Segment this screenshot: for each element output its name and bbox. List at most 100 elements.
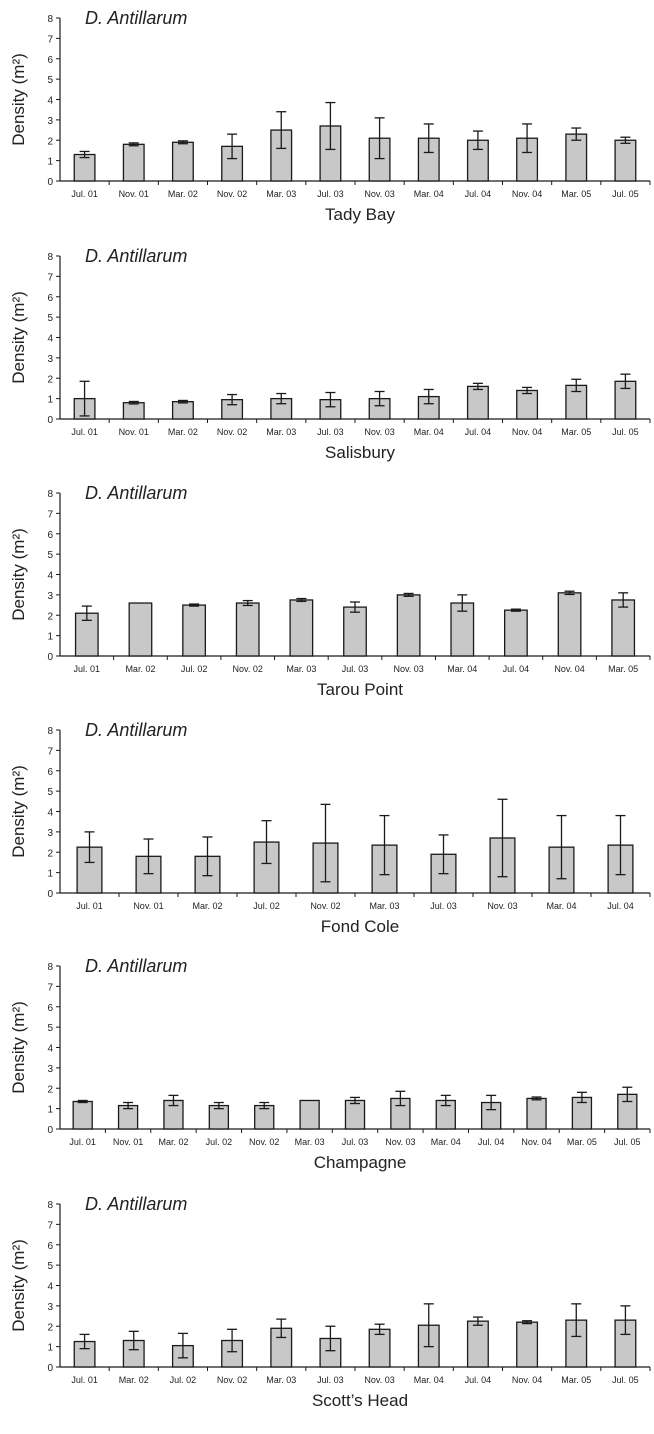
bar <box>235 602 260 657</box>
y-axis-label: Density (m²) <box>9 765 28 858</box>
y-tick-label: 2 <box>47 136 53 147</box>
bar <box>557 592 582 657</box>
x-tick-label: Nov. 03 <box>385 1137 415 1147</box>
y-tick-label: 4 <box>47 1044 53 1055</box>
y-tick-label: 1 <box>47 395 53 406</box>
y-tick-label: 1 <box>47 869 53 880</box>
x-tick-label: Jul. 04 <box>503 664 530 674</box>
bar <box>526 1097 547 1130</box>
y-tick-label: 5 <box>47 1261 53 1272</box>
x-tick-label: Jul. 04 <box>465 189 492 199</box>
bar <box>516 1321 539 1368</box>
bar <box>611 599 636 657</box>
x-tick-label: Jul. 05 <box>612 189 639 199</box>
y-tick-label: 6 <box>47 530 53 541</box>
x-tick-label: Jul. 04 <box>465 1375 492 1385</box>
bar <box>171 401 194 420</box>
x-tick-label: Jul. 04 <box>478 1137 505 1147</box>
y-tick-label: 5 <box>47 313 53 324</box>
x-tick-label: Nov. 02 <box>217 1375 247 1385</box>
bar <box>466 1320 489 1368</box>
x-tick-label: Mar. 02 <box>168 189 198 199</box>
bar <box>72 1100 93 1130</box>
x-tick-label: Jul. 01 <box>71 427 98 437</box>
x-tick-label: Jul. 02 <box>181 664 208 674</box>
y-tick-label: 7 <box>47 34 53 45</box>
x-tick-label: Jul. 03 <box>317 1375 344 1385</box>
x-tick-label: Mar. 03 <box>286 664 316 674</box>
y-tick-label: 8 <box>47 726 53 737</box>
x-tick-label: Nov. 02 <box>217 189 247 199</box>
bar <box>614 139 637 182</box>
bar <box>466 385 489 420</box>
x-tick-label: Mar. 05 <box>561 1375 591 1385</box>
x-tick-label: Jul. 02 <box>206 1137 233 1147</box>
y-tick-label: 3 <box>47 1064 53 1075</box>
x-tick-label: Jul. 04 <box>607 901 634 911</box>
x-tick-label: Mar. 04 <box>431 1137 461 1147</box>
y-tick-label: 5 <box>47 75 53 86</box>
y-axis-label: Density (m²) <box>9 291 28 384</box>
x-tick-label: Jul. 03 <box>430 901 457 911</box>
chart-title: D. Antillarum <box>85 483 187 503</box>
x-tick-label: Nov. 04 <box>554 664 584 674</box>
bar <box>396 594 421 657</box>
y-tick-label: 7 <box>47 509 53 520</box>
y-tick-label: 2 <box>47 611 53 622</box>
x-tick-label: Mar. 03 <box>266 189 296 199</box>
y-tick-label: 7 <box>47 746 53 757</box>
x-tick-label: Jul. 03 <box>317 189 344 199</box>
y-tick-label: 7 <box>47 1220 53 1231</box>
x-tick-label: Mar. 04 <box>414 189 444 199</box>
y-tick-label: 6 <box>47 767 53 778</box>
y-tick-label: 2 <box>47 848 53 859</box>
bar <box>565 133 588 182</box>
y-tick-label: 0 <box>47 652 53 663</box>
x-tick-label: Mar. 04 <box>414 1375 444 1385</box>
x-tick-label: Nov. 03 <box>364 1375 394 1385</box>
y-tick-label: 1 <box>47 1343 53 1354</box>
x-tick-label: Nov. 03 <box>364 189 394 199</box>
x-tick-label: Jul. 01 <box>71 189 98 199</box>
x-tick-label: Mar. 04 <box>546 901 576 911</box>
x-tick-label: Nov. 01 <box>133 901 163 911</box>
x-tick-label: Mar. 02 <box>125 664 155 674</box>
bar <box>299 1099 320 1130</box>
x-tick-label: Mar. 02 <box>168 427 198 437</box>
y-tick-label: 3 <box>47 591 53 602</box>
y-tick-label: 7 <box>47 982 53 993</box>
x-tick-label: Mar. 02 <box>158 1137 188 1147</box>
bar <box>122 402 145 420</box>
bar <box>344 1099 366 1130</box>
y-tick-label: 2 <box>47 1322 53 1333</box>
chart-title: D. Antillarum <box>85 246 187 266</box>
y-tick-label: 0 <box>47 1125 53 1136</box>
x-tick-label: Jul. 05 <box>614 1137 641 1147</box>
x-tick-label: Jul. 05 <box>612 1375 639 1385</box>
x-tick-label: Jul. 04 <box>465 427 492 437</box>
bar <box>171 141 194 182</box>
y-tick-label: 6 <box>47 293 53 304</box>
y-tick-label: 1 <box>47 632 53 643</box>
x-tick-label: Nov. 02 <box>249 1137 279 1147</box>
chart-title: D. Antillarum <box>85 1194 187 1214</box>
x-tick-label: Mar. 04 <box>447 664 477 674</box>
chart-title: D. Antillarum <box>85 8 187 28</box>
y-tick-label: 8 <box>47 962 53 973</box>
x-tick-label: Nov. 03 <box>487 901 517 911</box>
y-tick-label: 3 <box>47 828 53 839</box>
y-tick-label: 4 <box>47 808 53 819</box>
bar <box>289 599 314 657</box>
y-tick-label: 6 <box>47 1241 53 1252</box>
y-tick-label: 0 <box>47 177 53 188</box>
x-tick-label: Nov. 03 <box>393 664 423 674</box>
y-tick-label: 8 <box>47 14 53 25</box>
x-tick-label: Mar. 05 <box>561 189 591 199</box>
y-tick-label: 0 <box>47 415 53 426</box>
chart-title: D. Antillarum <box>85 720 187 740</box>
x-tick-label: Mar. 03 <box>295 1137 325 1147</box>
x-tick-label: Jul. 01 <box>71 1375 98 1385</box>
bar <box>128 602 153 657</box>
x-tick-label: Nov. 04 <box>512 1375 542 1385</box>
